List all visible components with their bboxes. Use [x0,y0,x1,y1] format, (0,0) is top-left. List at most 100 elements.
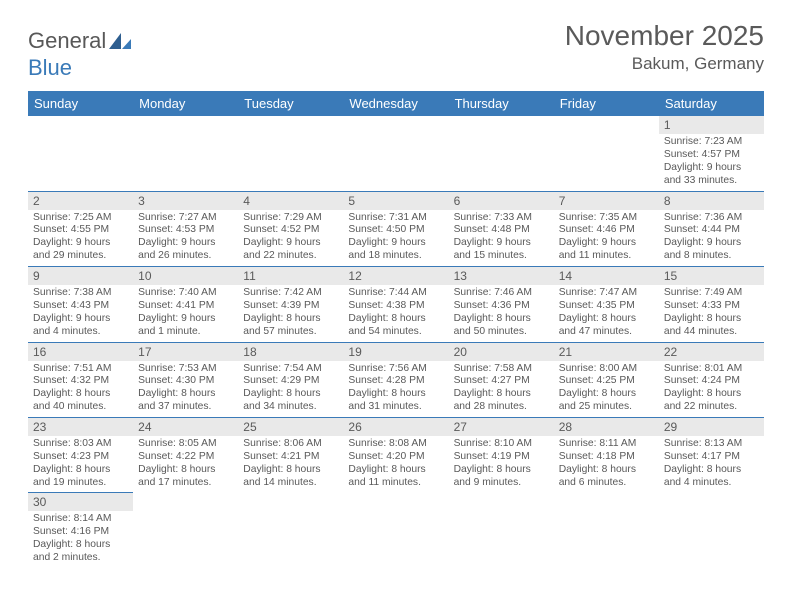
calendar-row: 16Sunrise: 7:51 AMSunset: 4:32 PMDayligh… [28,342,764,417]
day-number: 15 [659,266,764,285]
weekday-wednesday: Wednesday [343,91,448,116]
calendar-cell: 29Sunrise: 8:13 AMSunset: 4:17 PMDayligh… [659,417,764,492]
day-details: Sunrise: 7:31 AMSunset: 4:50 PMDaylight:… [343,210,448,266]
calendar-cell: 22Sunrise: 8:01 AMSunset: 4:24 PMDayligh… [659,342,764,417]
calendar-cell: 27Sunrise: 8:10 AMSunset: 4:19 PMDayligh… [449,417,554,492]
logo-text: GeneralBlue [28,28,131,81]
day-details: Sunrise: 7:36 AMSunset: 4:44 PMDaylight:… [659,210,764,266]
calendar-cell [554,492,659,567]
calendar-cell: 24Sunrise: 8:05 AMSunset: 4:22 PMDayligh… [133,417,238,492]
day-number: 21 [554,342,659,361]
calendar-cell: 17Sunrise: 7:53 AMSunset: 4:30 PMDayligh… [133,342,238,417]
calendar-table: SundayMondayTuesdayWednesdayThursdayFrid… [28,91,764,568]
day-details: Sunrise: 8:03 AMSunset: 4:23 PMDaylight:… [28,436,133,492]
calendar-cell [133,492,238,567]
day-number: 14 [554,266,659,285]
day-number [343,492,448,508]
calendar-cell: 18Sunrise: 7:54 AMSunset: 4:29 PMDayligh… [238,342,343,417]
day-details: Sunrise: 7:46 AMSunset: 4:36 PMDaylight:… [449,285,554,341]
calendar-cell [449,116,554,190]
weekday-tuesday: Tuesday [238,91,343,116]
day-number [28,116,133,132]
calendar-cell: 30Sunrise: 8:14 AMSunset: 4:16 PMDayligh… [28,492,133,567]
calendar-cell [238,116,343,190]
weekday-thursday: Thursday [449,91,554,116]
calendar-cell [28,116,133,190]
day-number [238,116,343,132]
calendar-cell: 15Sunrise: 7:49 AMSunset: 4:33 PMDayligh… [659,266,764,341]
calendar-cell: 25Sunrise: 8:06 AMSunset: 4:21 PMDayligh… [238,417,343,492]
day-details: Sunrise: 7:49 AMSunset: 4:33 PMDaylight:… [659,285,764,341]
day-details: Sunrise: 7:33 AMSunset: 4:48 PMDaylight:… [449,210,554,266]
calendar-cell: 21Sunrise: 8:00 AMSunset: 4:25 PMDayligh… [554,342,659,417]
calendar-cell [554,116,659,190]
calendar-cell [238,492,343,567]
day-number: 9 [28,266,133,285]
day-number: 29 [659,417,764,436]
day-details: Sunrise: 7:54 AMSunset: 4:29 PMDaylight:… [238,361,343,417]
header: GeneralBlue November 2025 Bakum, Germany [28,20,764,81]
day-number: 11 [238,266,343,285]
calendar-row: 2Sunrise: 7:25 AMSunset: 4:55 PMDaylight… [28,191,764,266]
calendar-row: 1Sunrise: 7:23 AMSunset: 4:57 PMDaylight… [28,116,764,190]
day-details: Sunrise: 8:01 AMSunset: 4:24 PMDaylight:… [659,361,764,417]
day-number: 19 [343,342,448,361]
logo: GeneralBlue [28,20,131,81]
calendar-cell: 7Sunrise: 7:35 AMSunset: 4:46 PMDaylight… [554,191,659,266]
calendar-cell: 6Sunrise: 7:33 AMSunset: 4:48 PMDaylight… [449,191,554,266]
day-details: Sunrise: 8:13 AMSunset: 4:17 PMDaylight:… [659,436,764,492]
day-number: 24 [133,417,238,436]
calendar-cell: 26Sunrise: 8:08 AMSunset: 4:20 PMDayligh… [343,417,448,492]
calendar-cell: 19Sunrise: 7:56 AMSunset: 4:28 PMDayligh… [343,342,448,417]
calendar-cell: 11Sunrise: 7:42 AMSunset: 4:39 PMDayligh… [238,266,343,341]
calendar-cell: 14Sunrise: 7:47 AMSunset: 4:35 PMDayligh… [554,266,659,341]
day-details: Sunrise: 7:56 AMSunset: 4:28 PMDaylight:… [343,361,448,417]
day-details: Sunrise: 8:08 AMSunset: 4:20 PMDaylight:… [343,436,448,492]
day-details: Sunrise: 7:25 AMSunset: 4:55 PMDaylight:… [28,210,133,266]
day-details: Sunrise: 7:35 AMSunset: 4:46 PMDaylight:… [554,210,659,266]
calendar-cell [449,492,554,567]
day-details: Sunrise: 8:11 AMSunset: 4:18 PMDaylight:… [554,436,659,492]
calendar-head: SundayMondayTuesdayWednesdayThursdayFrid… [28,91,764,116]
calendar-cell: 13Sunrise: 7:46 AMSunset: 4:36 PMDayligh… [449,266,554,341]
day-number: 27 [449,417,554,436]
calendar-row: 23Sunrise: 8:03 AMSunset: 4:23 PMDayligh… [28,417,764,492]
day-details: Sunrise: 8:05 AMSunset: 4:22 PMDaylight:… [133,436,238,492]
day-number: 13 [449,266,554,285]
page: GeneralBlue November 2025 Bakum, Germany… [0,0,792,568]
day-details: Sunrise: 7:38 AMSunset: 4:43 PMDaylight:… [28,285,133,341]
calendar-cell: 8Sunrise: 7:36 AMSunset: 4:44 PMDaylight… [659,191,764,266]
day-number: 17 [133,342,238,361]
day-number: 10 [133,266,238,285]
calendar-cell [133,116,238,190]
day-number: 12 [343,266,448,285]
title-month: November 2025 [565,20,764,52]
day-details: Sunrise: 7:29 AMSunset: 4:52 PMDaylight:… [238,210,343,266]
day-number [449,492,554,508]
day-number: 2 [28,191,133,210]
day-number [449,116,554,132]
day-number: 6 [449,191,554,210]
calendar-cell: 2Sunrise: 7:25 AMSunset: 4:55 PMDaylight… [28,191,133,266]
day-number: 20 [449,342,554,361]
calendar-cell: 9Sunrise: 7:38 AMSunset: 4:43 PMDaylight… [28,266,133,341]
day-details: Sunrise: 7:58 AMSunset: 4:27 PMDaylight:… [449,361,554,417]
day-number [133,492,238,508]
day-number: 22 [659,342,764,361]
day-number: 1 [659,116,764,134]
calendar-cell: 28Sunrise: 8:11 AMSunset: 4:18 PMDayligh… [554,417,659,492]
day-number: 5 [343,191,448,210]
logo-word1: General [28,28,106,53]
day-details: Sunrise: 8:10 AMSunset: 4:19 PMDaylight:… [449,436,554,492]
calendar-cell: 16Sunrise: 7:51 AMSunset: 4:32 PMDayligh… [28,342,133,417]
day-number: 8 [659,191,764,210]
day-details: Sunrise: 8:14 AMSunset: 4:16 PMDaylight:… [28,511,133,567]
weekday-sunday: Sunday [28,91,133,116]
day-details: Sunrise: 7:42 AMSunset: 4:39 PMDaylight:… [238,285,343,341]
day-details: Sunrise: 7:53 AMSunset: 4:30 PMDaylight:… [133,361,238,417]
calendar-row: 30Sunrise: 8:14 AMSunset: 4:16 PMDayligh… [28,492,764,567]
calendar-cell [343,492,448,567]
title-location: Bakum, Germany [565,54,764,74]
day-details: Sunrise: 7:40 AMSunset: 4:41 PMDaylight:… [133,285,238,341]
day-number: 3 [133,191,238,210]
